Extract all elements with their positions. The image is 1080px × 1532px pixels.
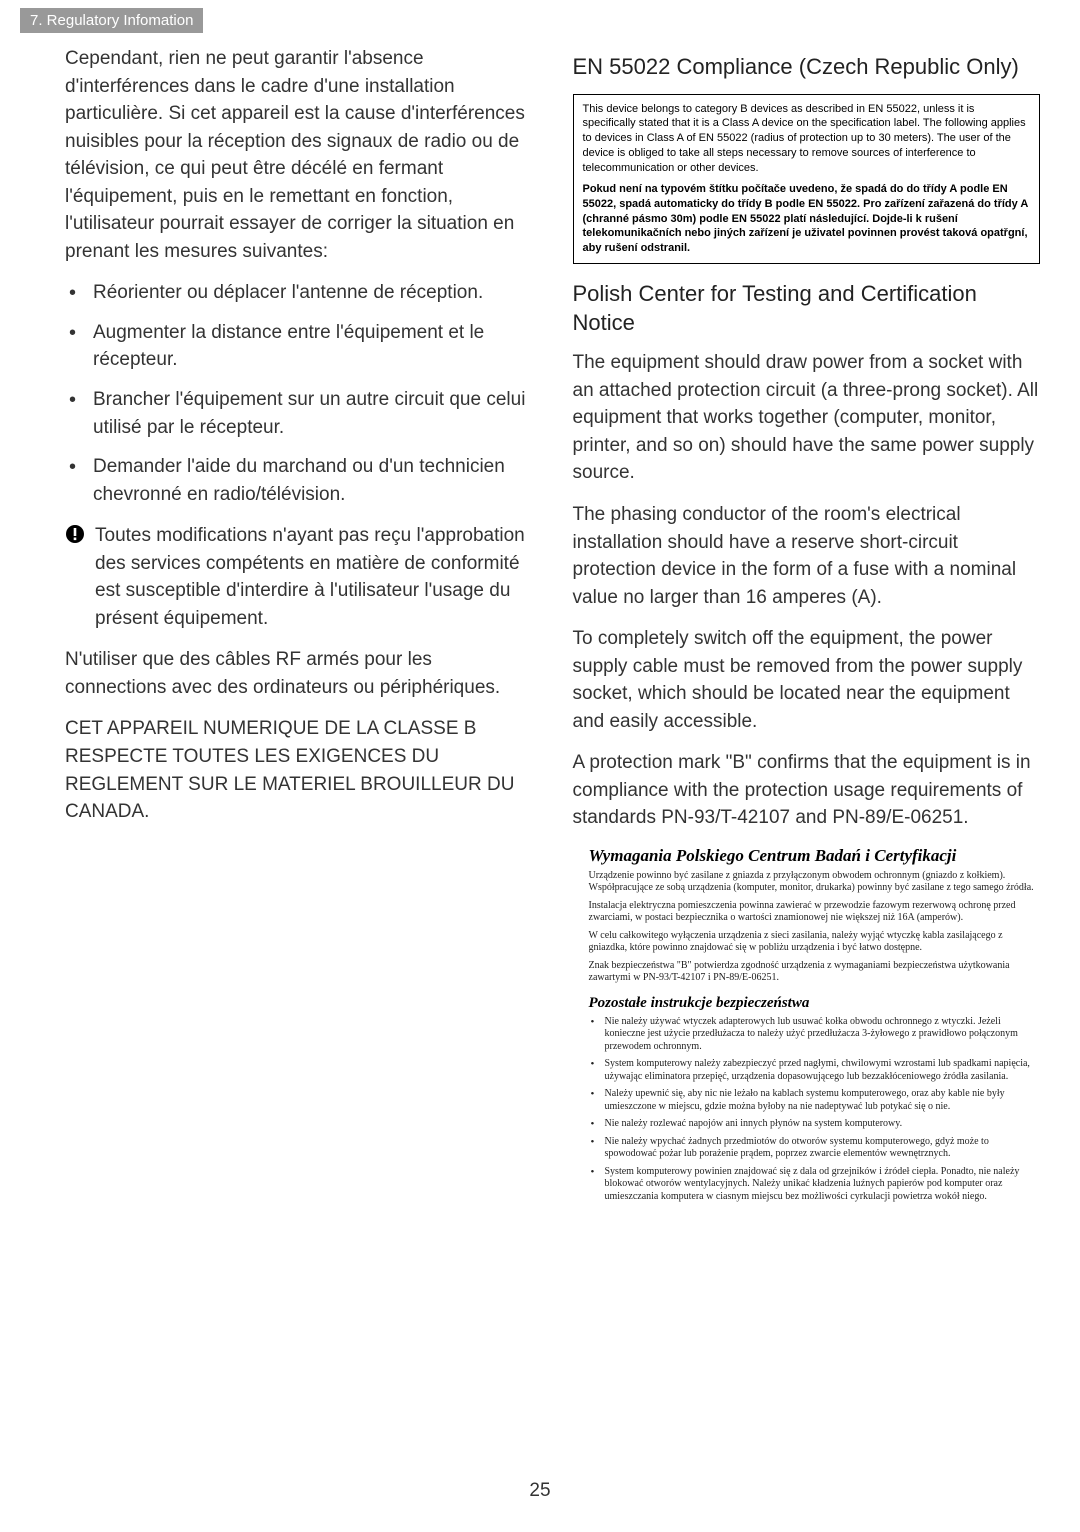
polish-bullet-item: System komputerowy należy zabezpieczyć p…: [589, 1058, 1041, 1083]
left-para-2: N'utiliser que des câbles RF armés pour …: [65, 646, 533, 701]
polish-center-heading: Polish Center for Testing and Certificat…: [573, 280, 1041, 337]
polish-bullet-item: Nie należy rozlewać napojów ani innych p…: [589, 1118, 1041, 1131]
right-para: The equipment should draw power from a s…: [573, 349, 1041, 487]
right-para: To completely switch off the equipment, …: [573, 625, 1041, 735]
left-column: Cependant, rien ne peut garantir l'absen…: [65, 45, 533, 1208]
left-bullet-item: Demander l'aide du marchand ou d'un tech…: [65, 453, 533, 508]
warning-block: Toutes modifications n'ayant pas reçu l'…: [65, 522, 533, 632]
polish-bullet-item: Nie należy używać wtyczek adapterowych l…: [589, 1016, 1041, 1054]
left-intro: Cependant, rien ne peut garantir l'absen…: [65, 45, 533, 265]
warning-text: Toutes modifications n'ayant pas reçu l'…: [95, 522, 533, 632]
right-column: EN 55022 Compliance (Czech Republic Only…: [573, 45, 1041, 1208]
box-para-2: Pokud není na typovém štítku počítače uv…: [583, 182, 1031, 256]
polish-subtitle: Pozostałe instrukcje bezpieczeństwa: [589, 995, 1041, 1012]
polish-bullet-list: Nie należy używać wtyczek adapterowych l…: [589, 1016, 1041, 1204]
polish-para: Znak bezpieczeństwa "B" potwierdza zgodn…: [589, 960, 1041, 985]
polish-para: W celu całkowitego wyłączenia urządzenia…: [589, 930, 1041, 955]
en-55022-heading: EN 55022 Compliance (Czech Republic Only…: [573, 53, 1041, 82]
polish-bullet-item: Nie należy wpychać żadnych przedmiotów d…: [589, 1136, 1041, 1161]
content-area: Cependant, rien ne peut garantir l'absen…: [0, 33, 1080, 1208]
left-bullet-item: Réorienter ou déplacer l'antenne de réce…: [65, 279, 533, 307]
left-bullet-item: Brancher l'équipement sur un autre circu…: [65, 386, 533, 441]
polish-para: Instalacja elektryczna pomieszczenia pow…: [589, 900, 1041, 925]
section-header: 7. Regulatory Infomation: [20, 8, 203, 33]
left-caps: CET APPAREIL NUMERIQUE DE LA CLASSE B RE…: [65, 715, 533, 825]
polish-para: Urządzenie powinno być zasilane z gniazd…: [589, 870, 1041, 895]
box-para-1: This device belongs to category B device…: [583, 102, 1031, 176]
right-para: The phasing conductor of the room's elec…: [573, 501, 1041, 611]
right-para: A protection mark "B" confirms that the …: [573, 749, 1041, 832]
polish-section: Wymagania Polskiego Centrum Badań i Cert…: [573, 846, 1041, 1204]
polish-bullet-item: Należy upewnić się, aby nic nie leżało n…: [589, 1088, 1041, 1113]
left-bullet-list: Réorienter ou déplacer l'antenne de réce…: [65, 279, 533, 508]
polish-bullet-item: System komputerowy powinien znajdować si…: [589, 1166, 1041, 1204]
polish-title: Wymagania Polskiego Centrum Badań i Cert…: [589, 846, 1041, 866]
warning-icon: [65, 524, 85, 544]
page-number: 25: [0, 1480, 1080, 1502]
left-bullet-item: Augmenter la distance entre l'équipement…: [65, 319, 533, 374]
compliance-box: This device belongs to category B device…: [573, 94, 1041, 264]
